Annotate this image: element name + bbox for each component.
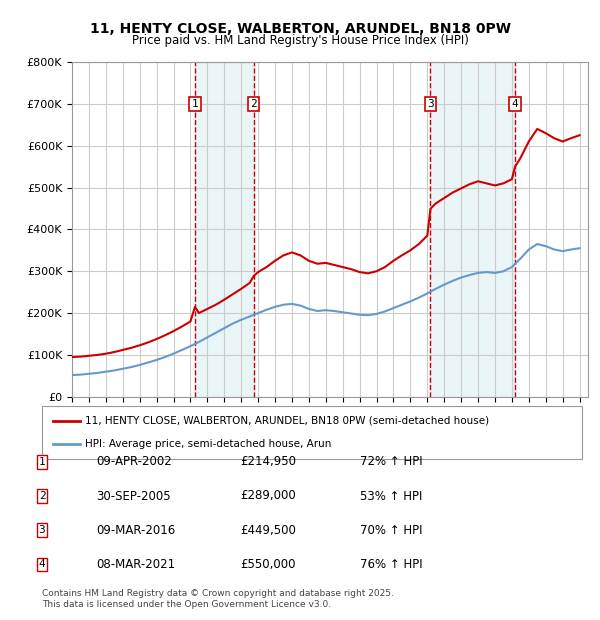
Text: 4: 4 [512, 99, 518, 109]
Text: 53% ↑ HPI: 53% ↑ HPI [360, 490, 422, 502]
Text: 11, HENTY CLOSE, WALBERTON, ARUNDEL, BN18 0PW: 11, HENTY CLOSE, WALBERTON, ARUNDEL, BN1… [89, 22, 511, 36]
Text: HPI: Average price, semi-detached house, Arun: HPI: Average price, semi-detached house,… [85, 439, 332, 449]
Text: 09-APR-2002: 09-APR-2002 [96, 456, 172, 468]
Text: 76% ↑ HPI: 76% ↑ HPI [360, 558, 422, 570]
Text: £289,000: £289,000 [240, 490, 296, 502]
Text: 3: 3 [38, 525, 46, 535]
Text: 4: 4 [38, 559, 46, 569]
Text: Price paid vs. HM Land Registry's House Price Index (HPI): Price paid vs. HM Land Registry's House … [131, 34, 469, 47]
Text: 2: 2 [250, 99, 257, 109]
Text: 3: 3 [427, 99, 434, 109]
Text: 11, HENTY CLOSE, WALBERTON, ARUNDEL, BN18 0PW (semi-detached house): 11, HENTY CLOSE, WALBERTON, ARUNDEL, BN1… [85, 416, 490, 426]
Text: 70% ↑ HPI: 70% ↑ HPI [360, 524, 422, 536]
Text: 09-MAR-2016: 09-MAR-2016 [96, 524, 175, 536]
Text: 08-MAR-2021: 08-MAR-2021 [96, 558, 175, 570]
Text: 1: 1 [38, 457, 46, 467]
Text: £550,000: £550,000 [240, 558, 296, 570]
Bar [430, 62, 515, 397]
Text: £214,950: £214,950 [240, 456, 296, 468]
Bar [195, 62, 254, 397]
Text: £449,500: £449,500 [240, 524, 296, 536]
FancyBboxPatch shape [42, 406, 582, 459]
Text: 30-SEP-2005: 30-SEP-2005 [96, 490, 170, 502]
Text: 72% ↑ HPI: 72% ↑ HPI [360, 456, 422, 468]
Text: 2: 2 [38, 491, 46, 501]
Text: 1: 1 [191, 99, 199, 109]
Text: Contains HM Land Registry data © Crown copyright and database right 2025.
This d: Contains HM Land Registry data © Crown c… [42, 590, 394, 609]
